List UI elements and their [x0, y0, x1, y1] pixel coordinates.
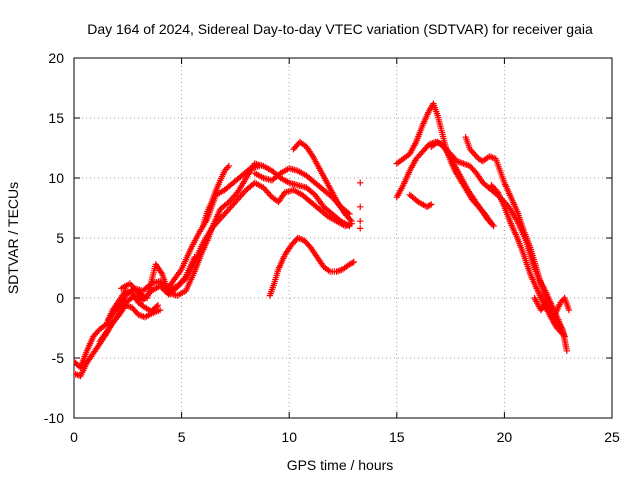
data-point	[348, 218, 355, 225]
data-point	[563, 347, 571, 354]
data-point	[224, 164, 231, 171]
data-point	[225, 206, 233, 213]
data-point	[493, 187, 500, 195]
x-tick-label: 10	[281, 429, 297, 445]
grid-lines	[74, 58, 612, 418]
y-tick-label: 0	[56, 290, 64, 306]
x-tick-label: 25	[604, 429, 620, 445]
x-tick-label: 15	[389, 429, 405, 445]
data-point	[357, 203, 364, 210]
data-point	[489, 221, 496, 228]
y-tick-labels: -10 -5 0 5 10 15 20	[44, 50, 64, 426]
data-point	[357, 179, 364, 186]
data-point	[224, 207, 231, 214]
y-tick-label: -10	[44, 410, 64, 426]
data-point	[264, 189, 271, 196]
x-tick-labels: 0 5 10 15 20 25	[70, 429, 620, 445]
x-axis-label: GPS time / hours	[287, 457, 394, 473]
data-point	[469, 149, 477, 156]
y-tick-label: 20	[48, 50, 64, 66]
data-point	[558, 329, 565, 336]
data-point	[156, 306, 164, 314]
data-point	[350, 258, 357, 266]
data-point	[221, 210, 228, 218]
data-point	[472, 152, 479, 159]
data-point	[263, 187, 270, 194]
data-point	[154, 302, 162, 309]
data-point	[357, 225, 364, 232]
x-tick-label: 20	[497, 429, 513, 445]
y-tick-label: -5	[52, 350, 65, 366]
data-point	[225, 162, 233, 170]
data-point	[347, 216, 354, 223]
data-point	[426, 202, 433, 209]
data-point	[565, 306, 573, 314]
data-point	[222, 209, 230, 216]
data-point	[224, 200, 231, 207]
chart-title: Day 164 of 2024, Sidereal Day-to-day VTE…	[87, 21, 593, 37]
y-axis-label: SDTVAR / TECUs	[5, 182, 21, 294]
data-point	[227, 204, 234, 211]
data-point	[357, 218, 364, 225]
x-tick-label: 5	[178, 429, 186, 445]
data-point	[490, 222, 497, 230]
y-tick-label: 15	[48, 110, 64, 126]
x-tick-label: 0	[70, 429, 78, 445]
data-point	[349, 259, 356, 266]
axis-ticks	[73, 57, 613, 419]
data-point	[559, 330, 566, 338]
data-point	[265, 190, 273, 198]
data-points	[74, 100, 573, 380]
y-tick-label: 10	[48, 170, 64, 186]
y-tick-label: 5	[56, 230, 64, 246]
data-point	[425, 202, 432, 210]
data-point	[428, 201, 435, 208]
data-point	[128, 282, 135, 289]
data-point	[471, 150, 478, 158]
